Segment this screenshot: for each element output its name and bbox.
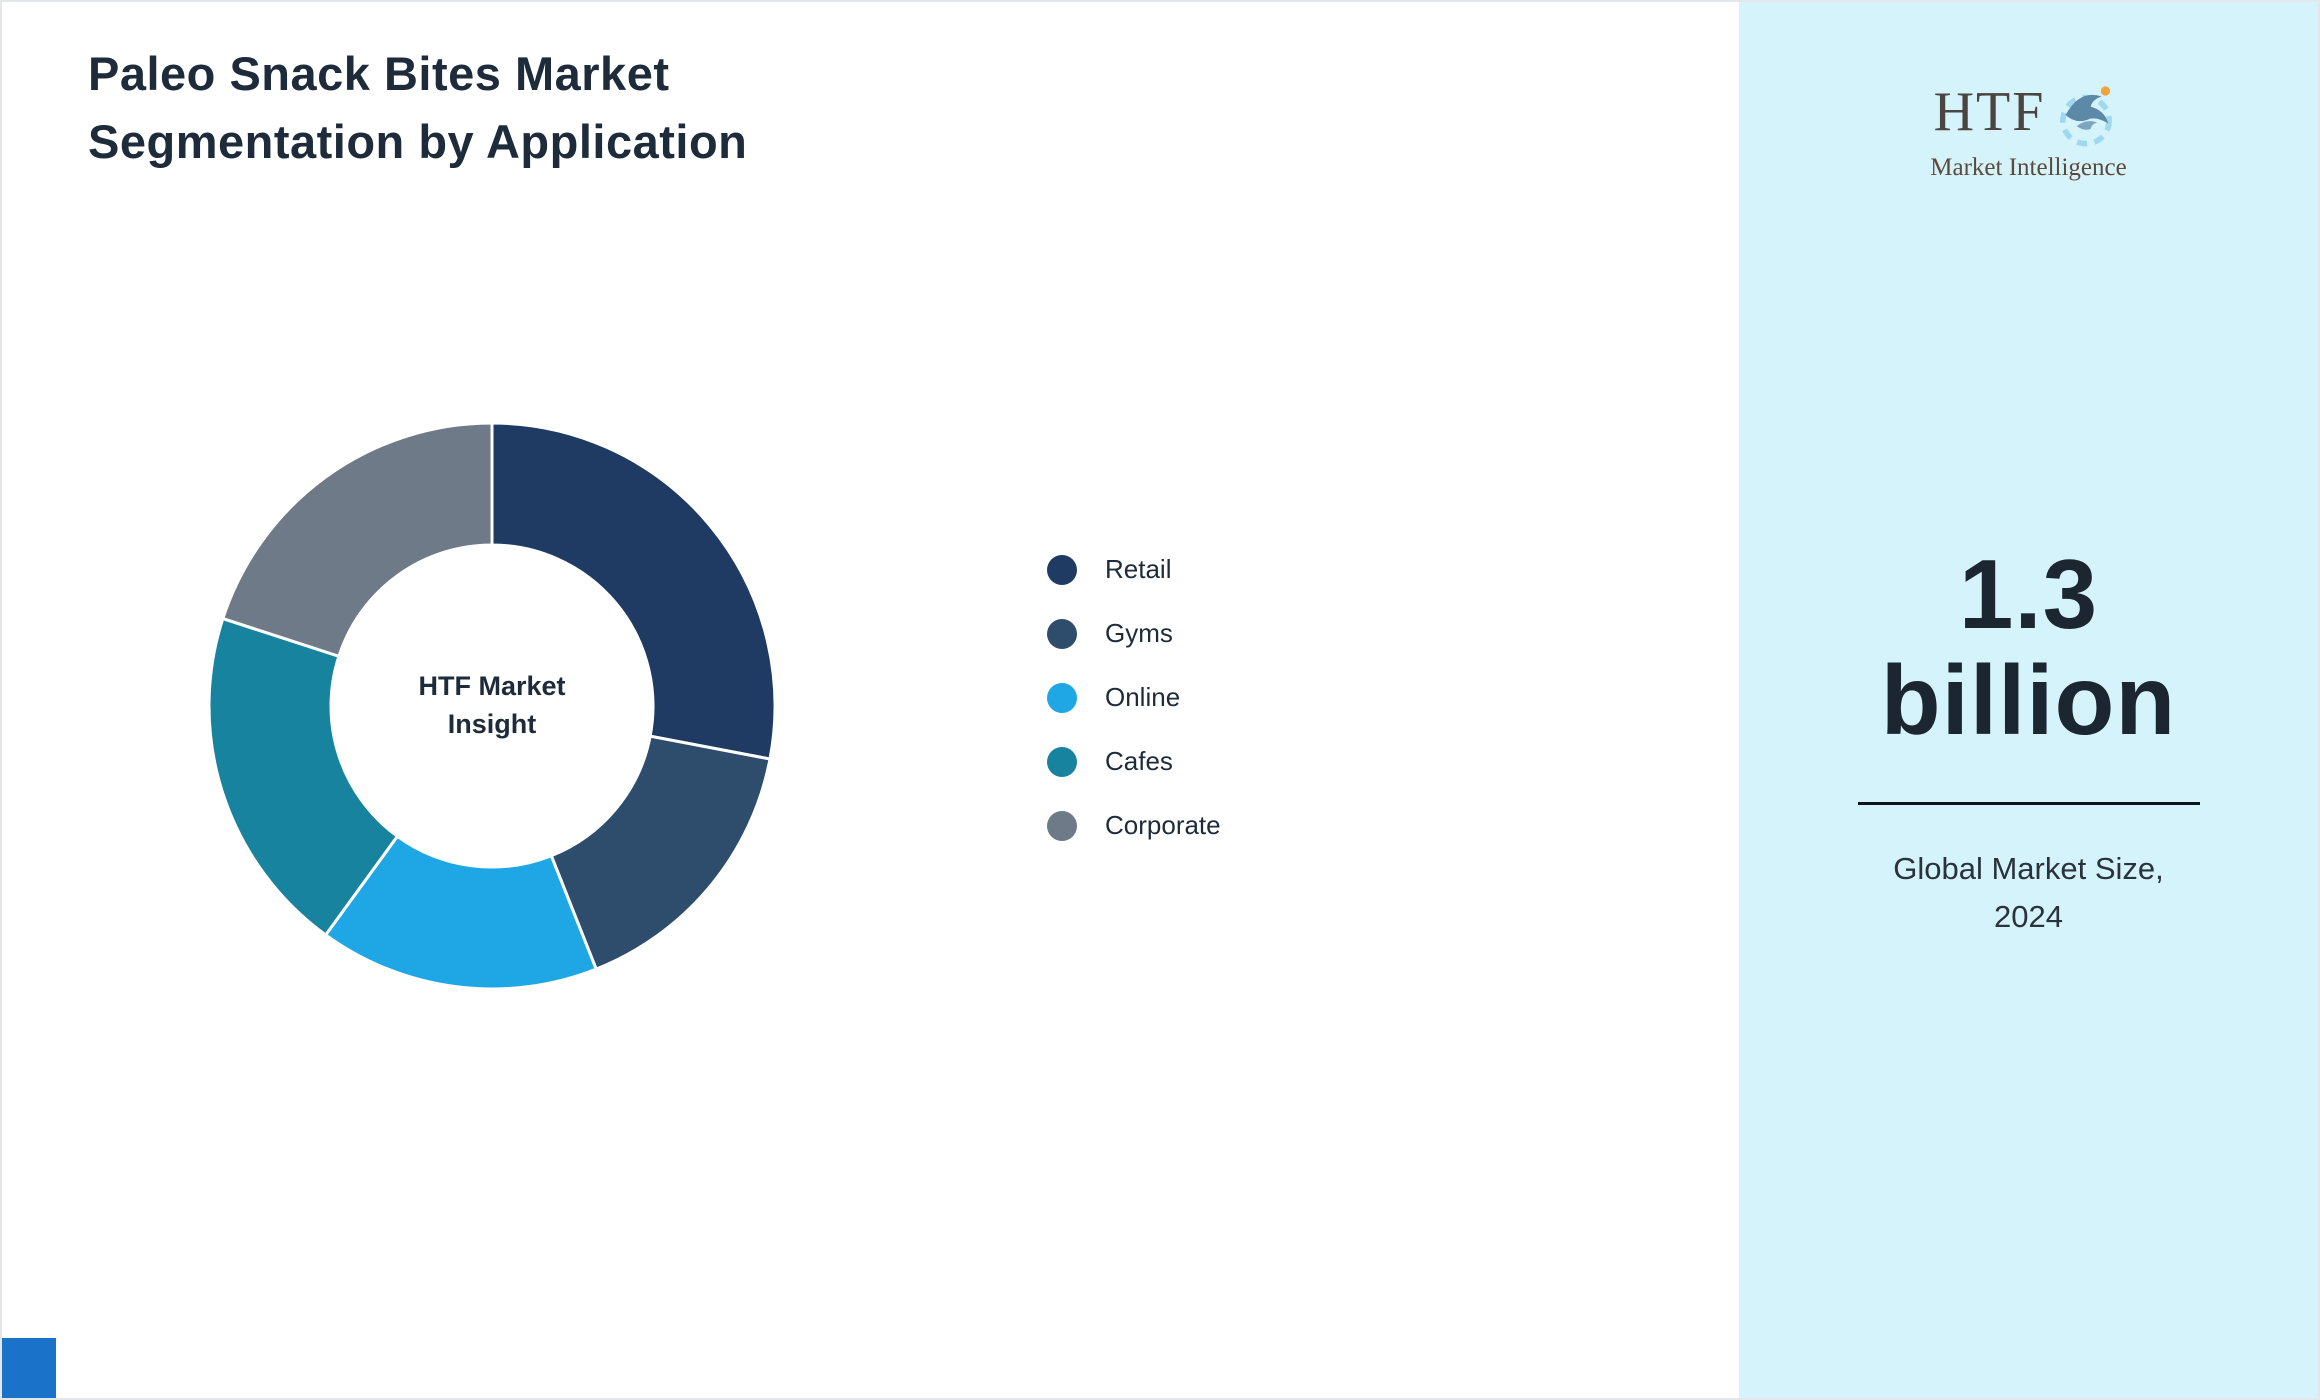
donut-svg bbox=[207, 421, 777, 991]
legend-item-online: Online bbox=[1047, 682, 1221, 713]
donut-center-label: HTF Market Insight bbox=[418, 671, 566, 739]
market-size-label: Global Market Size, 2024 bbox=[1893, 850, 2164, 934]
legend-swatch-icon bbox=[1047, 746, 1077, 777]
legend: Retail Gyms Online Cafes Corporate bbox=[1047, 554, 1221, 874]
legend-label: Online bbox=[1105, 682, 1181, 712]
market-size-block: 1.3 billion Global Market Size, 2024 bbox=[1739, 539, 2318, 941]
legend-label: Gyms bbox=[1105, 618, 1173, 648]
donut-slice-online bbox=[323, 834, 599, 991]
htf-logo-subtext: Market Intelligence bbox=[1930, 154, 2127, 181]
legend-label: Corporate bbox=[1105, 810, 1221, 840]
legend-swatch-icon bbox=[1047, 554, 1077, 585]
htf-logo-top: HTF bbox=[1934, 84, 2124, 152]
donut-slice-retail bbox=[490, 421, 777, 761]
htf-logo: HTF Market Intelligence bbox=[1739, 84, 2318, 182]
sidebar: HTF Market Intelligence 1.3 billion Glob… bbox=[1739, 2, 2318, 1398]
legend-item-retail: Retail bbox=[1047, 554, 1221, 585]
legend-swatch-icon bbox=[1047, 810, 1077, 841]
legend-label: Cafes bbox=[1105, 746, 1173, 776]
htf-logo-text: HTF bbox=[1933, 81, 2046, 143]
divider bbox=[1857, 801, 2200, 805]
legend-item-corporate: Corporate bbox=[1047, 810, 1221, 841]
footer-accent bbox=[2, 1338, 56, 1398]
donut-slice-corporate bbox=[220, 421, 494, 659]
legend-label: Retail bbox=[1105, 554, 1172, 584]
donut-slice-gyms bbox=[549, 734, 772, 972]
legend-swatch-icon bbox=[1047, 682, 1077, 713]
page-title: Paleo Snack Bites Market Segmentation by… bbox=[88, 47, 748, 169]
legend-swatch-icon bbox=[1047, 618, 1077, 649]
market-size-value: 1.3 billion bbox=[1880, 539, 2177, 755]
dolphin-logo-icon bbox=[2060, 86, 2113, 147]
legend-item-gyms: Gyms bbox=[1047, 618, 1221, 649]
donut-slice-cafes bbox=[207, 616, 400, 938]
donut-chart: HTF Market Insight bbox=[202, 416, 782, 996]
legend-item-cafes: Cafes bbox=[1047, 746, 1221, 777]
